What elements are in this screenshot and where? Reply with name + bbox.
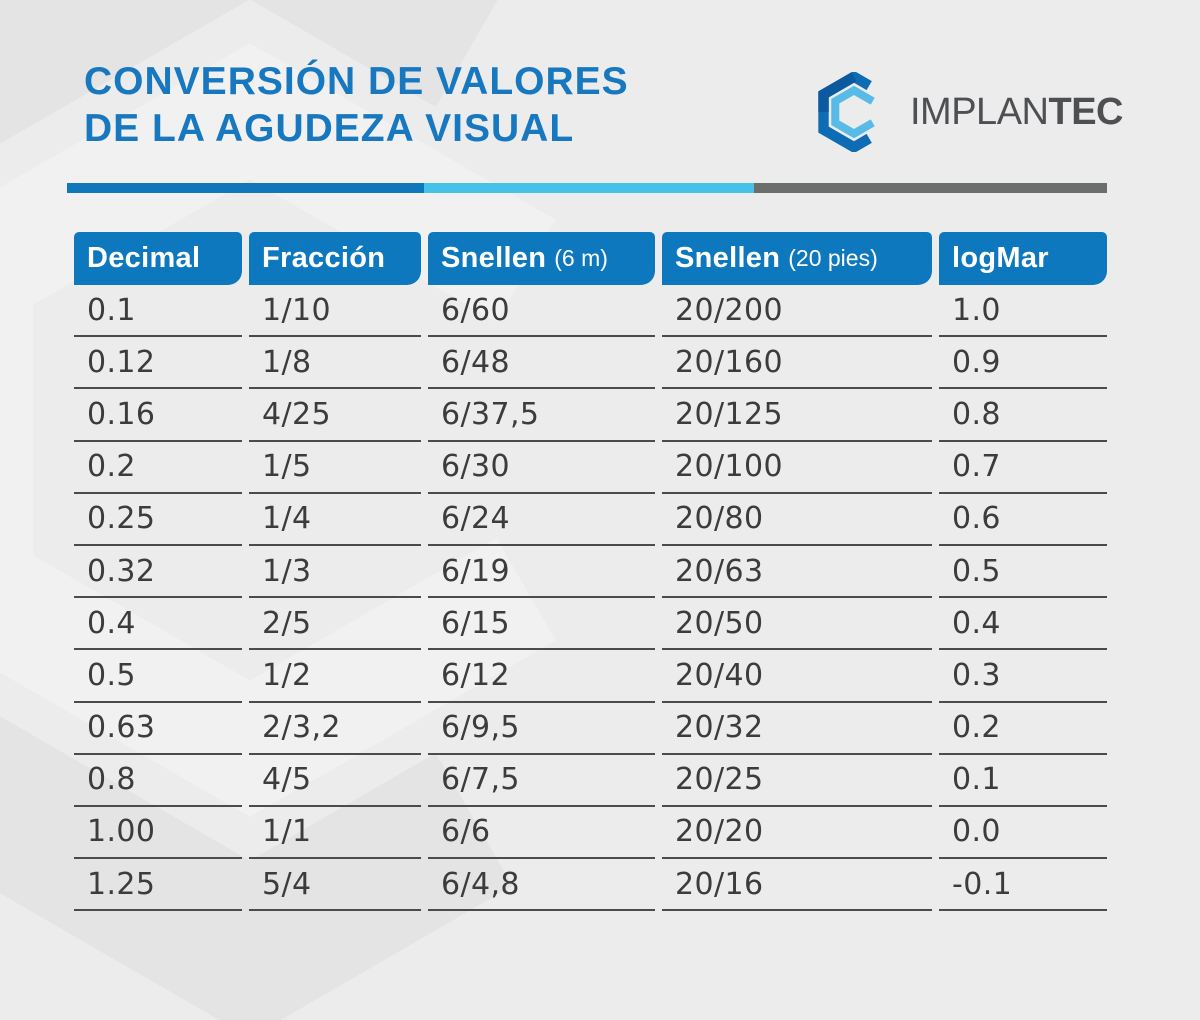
table-cell: 6/24 — [428, 494, 655, 546]
column-header-snellen-6m: Snellen (6 m) — [428, 232, 655, 285]
table-cell: 0.32 — [74, 546, 242, 599]
column-header-fraccion: Fracción — [249, 232, 421, 285]
table-cell: 6/9,5 — [428, 703, 655, 755]
divider — [67, 183, 1107, 193]
table-cell: 20/20 — [662, 807, 932, 860]
page-title-line2: DE LA AGUDEZA VISUAL — [84, 107, 575, 150]
implantec-hexagon-logo-icon — [818, 72, 875, 152]
brand-name: IMPLANTEC — [910, 91, 1123, 134]
table-cell: 0.6 — [939, 494, 1107, 546]
table-cell: 20/160 — [662, 337, 932, 390]
table-cell: 2/3,2 — [249, 703, 421, 755]
table-cell: 6/19 — [428, 546, 655, 599]
table-cell: 0.1 — [74, 285, 242, 338]
table-cell: 20/50 — [662, 598, 932, 651]
table-cell: 0.3 — [939, 650, 1107, 703]
column-header-snellen-20pies: Snellen (20 pies) — [662, 232, 932, 285]
divider-segment — [424, 183, 754, 193]
column-header-label: Fracción — [262, 242, 386, 274]
column-header-label: logMar — [952, 242, 1049, 274]
column-header-suffix: (6 m) — [554, 245, 608, 271]
table-cell: 6/12 — [428, 650, 655, 703]
table-cell: 1/10 — [249, 285, 421, 338]
table-cell: 1/4 — [249, 494, 421, 546]
conversion-table: Decimal Fracción Snellen (6 m) Snellen (20… — [74, 232, 1107, 912]
table-cell: 0.2 — [74, 442, 242, 494]
table-cell: -0.1 — [939, 859, 1107, 912]
table-cell: 1.0 — [939, 285, 1107, 338]
table-cell: 0.63 — [74, 703, 242, 755]
table-cell: 6/37,5 — [428, 389, 655, 442]
table-cell: 20/80 — [662, 494, 932, 546]
table-cell: 20/25 — [662, 755, 932, 807]
table-cell: 0.4 — [939, 598, 1107, 651]
table-cell: 0.25 — [74, 494, 242, 546]
column-header-suffix: (20 pies) — [788, 245, 878, 271]
table-cell: 20/40 — [662, 650, 932, 703]
table-cell: 0.12 — [74, 337, 242, 390]
table-cell: 0.5 — [74, 650, 242, 703]
divider-segment — [67, 183, 424, 193]
table-cell: 0.16 — [74, 389, 242, 442]
column-header-logmar: logMar — [939, 232, 1107, 285]
table-cell: 0.8 — [939, 389, 1107, 442]
table-cell: 2/5 — [249, 598, 421, 651]
table-cell: 5/4 — [249, 859, 421, 912]
table-cell: 0.2 — [939, 703, 1107, 755]
table-cell: 0.1 — [939, 755, 1107, 807]
table-cell: 0.4 — [74, 598, 242, 651]
column-header-decimal: Decimal — [74, 232, 242, 285]
table-cell: 6/6 — [428, 807, 655, 860]
brand-name-heavy: TEC — [1048, 90, 1123, 133]
table-cell: 0.5 — [939, 546, 1107, 599]
table-cell: 6/48 — [428, 337, 655, 390]
table-cell: 20/200 — [662, 285, 932, 338]
table-cell: 6/30 — [428, 442, 655, 494]
table-cell: 20/32 — [662, 703, 932, 755]
divider-segment — [754, 183, 1107, 193]
table-cell: 6/7,5 — [428, 755, 655, 807]
table-cell: 1/1 — [249, 807, 421, 860]
table-cell: 1/2 — [249, 650, 421, 703]
table-cell: 1/5 — [249, 442, 421, 494]
table-cell: 1.00 — [74, 807, 242, 860]
table-cell: 6/4,8 — [428, 859, 655, 912]
infographic-page: { "header": { "title_line1": "CONVERSIÓN… — [67, 58, 1124, 912]
table-cell: 0.8 — [74, 755, 242, 807]
table-cell: 20/16 — [662, 859, 932, 912]
brand-logo: IMPLANTEC — [810, 72, 1123, 152]
table-cell: 6/15 — [428, 598, 655, 651]
table-cell: 20/63 — [662, 546, 932, 599]
table-cell: 20/125 — [662, 389, 932, 442]
page-title-line1: CONVERSIÓN DE VALORES — [84, 60, 629, 103]
column-header-label: Snellen — [441, 242, 547, 274]
table-cell: 1/8 — [249, 337, 421, 390]
table-cell: 4/5 — [249, 755, 421, 807]
table-cell: 1.25 — [74, 859, 242, 912]
page-title: CONVERSIÓN DE VALORES DE LA AGUDEZA VISU… — [84, 58, 629, 152]
column-header-label: Snellen — [675, 242, 781, 274]
table-cell: 4/25 — [249, 389, 421, 442]
table-cell: 0.7 — [939, 442, 1107, 494]
table-cell: 1/3 — [249, 546, 421, 599]
table-cell: 0.0 — [939, 807, 1107, 860]
table-cell: 6/60 — [428, 285, 655, 338]
brand-name-light: IMPLAN — [910, 90, 1049, 133]
table-cell: 0.9 — [939, 337, 1107, 390]
table-cell: 20/100 — [662, 442, 932, 494]
column-header-label: Decimal — [87, 242, 201, 274]
